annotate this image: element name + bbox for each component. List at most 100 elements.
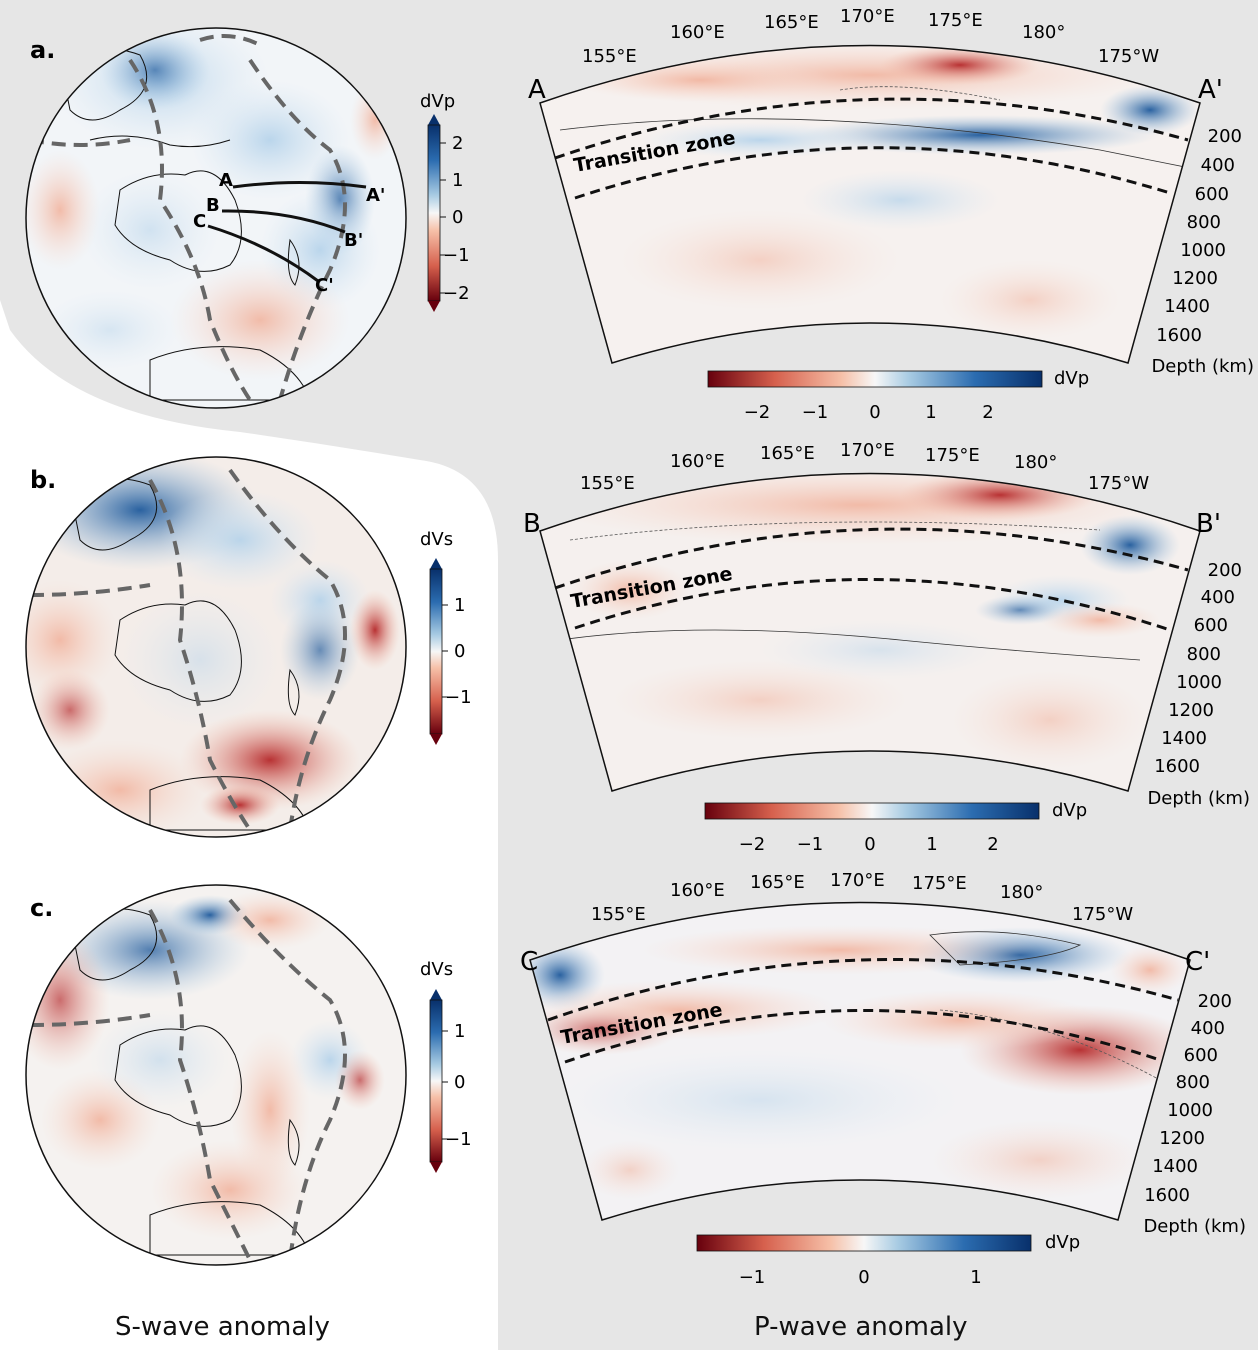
- cross-section-a: Transition zone A A' 155°E 160°E 165°E 1…: [528, 6, 1254, 423]
- section-a-cb-tick-4: 2: [982, 402, 993, 423]
- section-c-depth-label: Depth (km): [1143, 1216, 1246, 1237]
- section-b-lon-2: 165°E: [760, 443, 815, 464]
- section-c-depth-5: 1200: [1159, 1128, 1205, 1149]
- section-b-cb-tick-0: −2: [739, 834, 766, 855]
- colorbar-b-tick-2: −1: [445, 687, 472, 708]
- section-b-depth-3: 800: [1187, 644, 1221, 665]
- colorbar-a-tick-1: 1: [452, 170, 463, 191]
- section-c-cb-tick-0: −1: [739, 1267, 766, 1288]
- section-c-cb-tick-2: 1: [970, 1267, 981, 1288]
- panel-label-b: b.: [30, 466, 56, 494]
- section-a-lon-1: 160°E: [670, 22, 725, 43]
- section-c-lon-3: 170°E: [830, 870, 885, 891]
- section-b-lon-4: 175°E: [925, 445, 980, 466]
- colorbar-a-tick-2: 0: [452, 207, 463, 228]
- section-c-lon-1: 160°E: [670, 880, 725, 901]
- panel-label-c: c.: [30, 894, 53, 922]
- section-a-depth-7: 1600: [1156, 325, 1202, 346]
- colorbar-a-label: dVp: [420, 91, 455, 112]
- section-b-lon-3: 170°E: [840, 440, 895, 461]
- section-a-lon-0: 155°E: [582, 46, 637, 67]
- colorbar-a-tick-0: 2: [452, 133, 463, 154]
- section-c-colorbar-label: dVp: [1045, 1232, 1080, 1253]
- colorbar-a: dVp 2 1 0 −1 −2: [420, 91, 470, 312]
- section-c-depth-4: 1000: [1167, 1100, 1213, 1121]
- colorbar-b-label: dVs: [420, 529, 453, 550]
- colorbar-b-tick-1: 0: [454, 641, 465, 662]
- section-b-lon-0: 155°E: [580, 473, 635, 494]
- section-c-end: C': [1185, 947, 1210, 977]
- colorbar-a-tick-3: −1: [443, 245, 470, 266]
- section-b-cb-tick-1: −1: [797, 834, 824, 855]
- section-b-lon-6: 175°W: [1088, 473, 1149, 494]
- cross-section-c: Transition zone C C' 155°E 160°E 165°E 1…: [520, 870, 1246, 1288]
- colorbar-c-tick-0: 1: [454, 1021, 465, 1042]
- colorbar-c-label: dVs: [420, 959, 453, 980]
- section-b-cb-tick-2: 0: [864, 834, 875, 855]
- section-a-start: A: [528, 75, 546, 105]
- colorbar-b-tick-0: 1: [454, 595, 465, 616]
- section-a-end: A': [1198, 75, 1223, 105]
- section-b-cb-tick-4: 2: [987, 834, 998, 855]
- section-b-start: B: [523, 509, 541, 539]
- section-a-cb-tick-0: −2: [744, 402, 771, 423]
- globe-c: c.: [25, 884, 407, 1266]
- section-b-depth-4: 1000: [1176, 672, 1222, 693]
- section-c-cb-tick-1: 0: [858, 1267, 869, 1288]
- section-a-lon-2: 165°E: [764, 12, 819, 33]
- section-a-depth-5: 1200: [1172, 268, 1218, 289]
- section-a-depth-label: Depth (km): [1151, 356, 1254, 377]
- section-c-lon-5: 180°: [1000, 882, 1043, 903]
- section-a-depth-1: 400: [1201, 155, 1235, 176]
- colorbar-a-tick-4: −2: [443, 283, 470, 304]
- section-b-depth-1: 400: [1201, 587, 1235, 608]
- section-a-depth-6: 1400: [1164, 296, 1210, 317]
- section-a-lon-4: 175°E: [928, 10, 983, 31]
- section-b-depth-5: 1200: [1168, 700, 1214, 721]
- section-c-depth-3: 800: [1176, 1072, 1210, 1093]
- section-c-lon-4: 175°E: [912, 873, 967, 894]
- panel-label-a: a.: [30, 36, 55, 64]
- section-a-cb-tick-3: 1: [925, 402, 936, 423]
- section-a-depth-3: 800: [1187, 212, 1221, 233]
- section-b-depth-2: 600: [1194, 615, 1228, 636]
- section-a-lon-3: 170°E: [840, 6, 895, 27]
- section-b-depth-label: Depth (km): [1147, 788, 1250, 809]
- colorbar-c-tick-1: 0: [454, 1072, 465, 1093]
- s-wave-caption: S-wave anomaly: [115, 1312, 330, 1342]
- section-c-depth-6: 1400: [1152, 1156, 1198, 1177]
- profile-label-C: C: [193, 211, 206, 232]
- section-c-depth-0: 200: [1198, 991, 1232, 1012]
- section-c-start: C: [520, 947, 538, 977]
- section-b-lon-5: 180°: [1014, 452, 1057, 473]
- section-c-lon-6: 175°W: [1072, 904, 1133, 925]
- section-b-cb-tick-3: 1: [926, 834, 937, 855]
- section-c-depth-2: 600: [1184, 1045, 1218, 1066]
- profile-label-C-prime: C': [315, 275, 334, 296]
- section-c-lon-0: 155°E: [591, 904, 646, 925]
- section-a-lon-6: 175°W: [1098, 46, 1159, 67]
- section-c-depth-7: 1600: [1144, 1185, 1190, 1206]
- profile-label-A: A: [219, 170, 233, 191]
- section-b-depth-7: 1600: [1154, 756, 1200, 777]
- section-a-cb-tick-2: 0: [869, 402, 880, 423]
- colorbar-b: dVs 1 0 −1: [420, 529, 472, 745]
- section-a-depth-0: 200: [1208, 126, 1242, 147]
- profile-label-A-prime: A': [366, 185, 385, 206]
- section-a-cb-tick-1: −1: [802, 402, 829, 423]
- section-b-lon-1: 160°E: [670, 451, 725, 472]
- section-b-depth-6: 1400: [1161, 728, 1207, 749]
- section-a-lon-5: 180°: [1022, 22, 1065, 43]
- p-wave-caption: P-wave anomaly: [754, 1312, 968, 1342]
- section-b-colorbar-label: dVp: [1052, 800, 1087, 821]
- colorbar-c-tick-2: −1: [445, 1129, 472, 1150]
- section-a-colorbar-label: dVp: [1054, 368, 1089, 389]
- profile-label-B-prime: B': [344, 230, 363, 251]
- section-c-depth-1: 400: [1191, 1018, 1225, 1039]
- section-b-depth-0: 200: [1208, 560, 1242, 581]
- section-c-lon-2: 165°E: [750, 872, 805, 893]
- colorbar-c: dVs 1 0 −1: [420, 959, 472, 1173]
- section-a-depth-2: 600: [1195, 184, 1229, 205]
- section-b-end: B': [1196, 509, 1221, 539]
